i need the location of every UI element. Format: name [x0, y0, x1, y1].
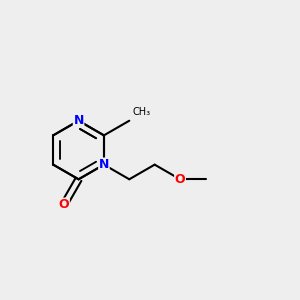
Text: N: N — [74, 114, 84, 127]
Text: O: O — [58, 198, 69, 211]
Text: O: O — [175, 173, 185, 186]
Text: CH₃: CH₃ — [133, 107, 151, 117]
Text: N: N — [99, 158, 109, 171]
